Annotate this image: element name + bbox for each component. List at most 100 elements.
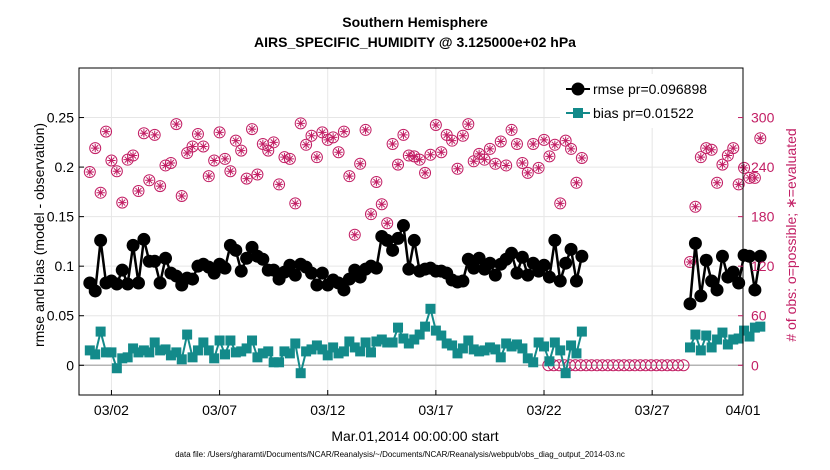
obs-evaluated-point bbox=[285, 154, 295, 164]
rmse-point bbox=[186, 272, 200, 286]
obs-evaluated-point bbox=[480, 155, 489, 164]
bias-point bbox=[306, 344, 317, 355]
bias-point bbox=[111, 363, 122, 374]
obs-possible-point bbox=[711, 176, 724, 189]
obs-possible-point bbox=[392, 158, 405, 171]
obs-possible-point bbox=[554, 197, 567, 210]
obs-evaluated-point bbox=[420, 168, 430, 178]
obs-evaluated-point bbox=[145, 176, 154, 185]
bias-point bbox=[420, 321, 431, 332]
obs-evaluated-point bbox=[301, 140, 311, 149]
obs-evaluated-point bbox=[556, 199, 565, 208]
y-right-tick-label: 240 bbox=[751, 159, 775, 175]
obs-evaluated-point bbox=[529, 139, 538, 149]
bias-point bbox=[728, 334, 739, 345]
obs-possible-point bbox=[527, 137, 540, 150]
obs-evaluated-point bbox=[253, 170, 262, 179]
rmse-point bbox=[240, 251, 254, 265]
y-right-tick-label: 180 bbox=[751, 209, 775, 225]
y-right-tick-label: 120 bbox=[751, 258, 775, 274]
bias-point bbox=[447, 340, 458, 351]
bias-point bbox=[522, 353, 533, 364]
rmse-point bbox=[688, 236, 702, 250]
bias-point bbox=[414, 329, 425, 340]
bias-point bbox=[468, 344, 479, 355]
bias-point bbox=[279, 346, 290, 357]
bias-point bbox=[712, 334, 723, 345]
obs-possible-point bbox=[110, 165, 123, 178]
obs-evaluated-point bbox=[96, 188, 105, 197]
obs-possible-point bbox=[483, 142, 496, 155]
rmse-point bbox=[337, 283, 351, 297]
bias-point bbox=[182, 329, 193, 340]
bias-point bbox=[149, 337, 160, 348]
obs-possible-point bbox=[386, 137, 399, 150]
obs-possible-point bbox=[543, 150, 556, 163]
rmse-point bbox=[569, 274, 583, 288]
bias-point bbox=[452, 348, 463, 359]
rmse-point bbox=[234, 264, 248, 278]
bias-point bbox=[690, 329, 701, 340]
obs-evaluated-point bbox=[242, 174, 251, 183]
bias-point bbox=[501, 338, 512, 349]
obs-possible-point bbox=[310, 151, 323, 164]
obs-possible-point bbox=[94, 186, 107, 199]
obs-evaluated-point bbox=[361, 125, 370, 135]
obs-evaluated-point bbox=[729, 143, 738, 153]
rmse-point bbox=[369, 261, 383, 275]
obs-evaluated-point bbox=[377, 200, 387, 209]
rmse-point bbox=[310, 278, 324, 292]
bias-point bbox=[138, 345, 149, 356]
rmse-point bbox=[467, 261, 481, 275]
obs-possible-point bbox=[191, 128, 204, 141]
obs-evaluated-point bbox=[393, 160, 403, 169]
rmse-point bbox=[386, 243, 400, 257]
x-tick-label: 03/27 bbox=[635, 402, 670, 418]
bias-point bbox=[84, 345, 95, 356]
obs-possible-point bbox=[197, 140, 210, 153]
bias-point bbox=[176, 354, 187, 365]
obs-evaluated-point bbox=[712, 178, 722, 187]
bias-point bbox=[474, 346, 485, 357]
obs-evaluated-point bbox=[231, 136, 241, 145]
bias-point bbox=[214, 335, 225, 346]
obs-possible-point bbox=[694, 151, 707, 164]
obs-possible-point bbox=[294, 117, 307, 130]
bias-point bbox=[495, 352, 506, 363]
bias-point bbox=[549, 337, 560, 348]
bias-point bbox=[490, 344, 501, 355]
rmse-point bbox=[110, 277, 124, 291]
footnote: data file: /Users/gharamti/Documents/NCA… bbox=[175, 450, 625, 459]
bias-point bbox=[241, 343, 252, 354]
rmse-point bbox=[537, 258, 551, 272]
obs-evaluated-point bbox=[101, 127, 111, 136]
bias-point bbox=[533, 337, 544, 348]
obs-possible-point bbox=[251, 168, 264, 181]
obs-possible-point bbox=[132, 185, 145, 198]
rmse-point bbox=[732, 276, 746, 290]
obs-evaluated-point bbox=[501, 161, 511, 170]
bias-point bbox=[225, 335, 236, 346]
y-tick-label: 0.2 bbox=[55, 159, 75, 175]
obs-evaluated-point bbox=[561, 136, 570, 145]
obs-possible-point bbox=[510, 137, 523, 150]
obs-possible-point bbox=[273, 178, 286, 191]
bias-point bbox=[317, 344, 328, 355]
bias-point bbox=[106, 347, 117, 358]
bias-point bbox=[365, 347, 376, 358]
bias-point bbox=[301, 346, 312, 357]
y-tick-label: 0 bbox=[66, 357, 74, 373]
obs-possible-point bbox=[375, 198, 388, 211]
obs-possible-point bbox=[716, 158, 729, 171]
bias-point bbox=[403, 338, 414, 349]
bias-point bbox=[171, 347, 182, 358]
bias-point bbox=[685, 342, 696, 353]
obs-evaluated-point bbox=[274, 180, 284, 189]
bias-point bbox=[187, 352, 198, 363]
bias-point bbox=[268, 357, 279, 368]
bias-point bbox=[457, 343, 468, 354]
bias-point bbox=[257, 348, 268, 359]
bias-point bbox=[274, 357, 285, 368]
obs-evaluated-point bbox=[112, 167, 122, 176]
obs-possible-point bbox=[289, 197, 302, 210]
